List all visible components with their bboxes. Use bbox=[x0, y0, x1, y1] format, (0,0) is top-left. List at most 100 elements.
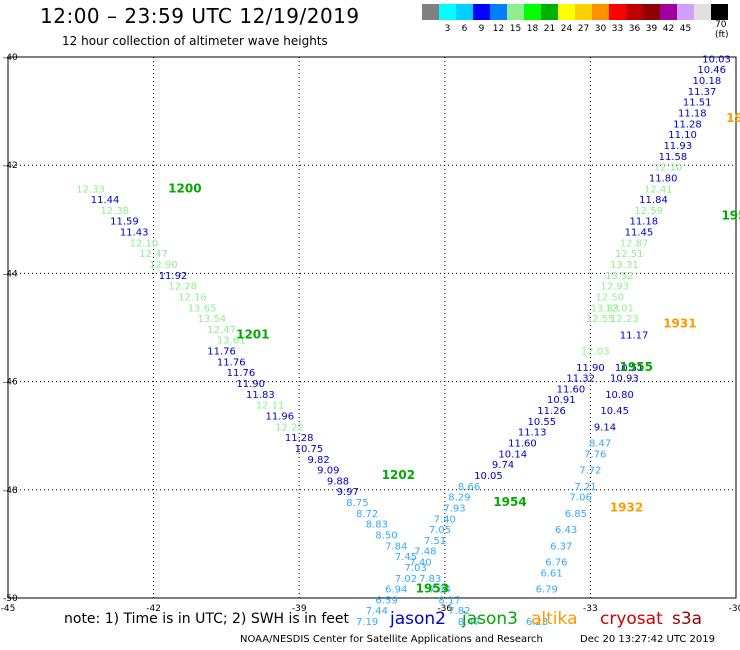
wave-height-label: 6.37 bbox=[550, 541, 572, 552]
pass-time-label: 1953 bbox=[416, 582, 449, 596]
wave-height-label: 10.03 bbox=[702, 54, 731, 65]
wave-height-label: 12.41 bbox=[644, 184, 673, 195]
color-scale-swatch bbox=[575, 4, 592, 20]
color-scale-swatch bbox=[422, 4, 439, 20]
pass-time-label: 1955 bbox=[620, 360, 653, 374]
longitude-tick-label: -39 bbox=[292, 604, 307, 614]
color-scale-swatch bbox=[507, 4, 524, 20]
wave-height-label: 11.45 bbox=[625, 228, 654, 239]
wave-height-label: 12.87 bbox=[620, 238, 649, 249]
wave-height-label: 6.94 bbox=[385, 585, 407, 596]
wave-height-label: 7.45 bbox=[395, 552, 417, 563]
wave-height-label: 6.43 bbox=[555, 525, 577, 536]
wave-height-label: 7.83 bbox=[419, 574, 441, 585]
wave-height-label: 7.48 bbox=[414, 547, 436, 558]
wave-height-label: 12.01 bbox=[605, 303, 634, 314]
wave-height-label: 10.14 bbox=[498, 449, 527, 460]
color-scale-label: 15 bbox=[509, 24, 522, 34]
color-scale-swatch bbox=[660, 4, 677, 20]
latitude-tick-label: -50 bbox=[3, 594, 18, 604]
wave-height-label: 10.75 bbox=[295, 444, 324, 455]
wave-height-label: 8.50 bbox=[375, 530, 397, 541]
wave-height-label: 8.72 bbox=[356, 509, 378, 520]
wave-height-label: 12.03 bbox=[581, 347, 610, 358]
satellite-legend-cryosat: cryosat bbox=[600, 609, 663, 629]
wave-height-label: 11.93 bbox=[663, 141, 692, 152]
wave-height-label: 13.61 bbox=[217, 336, 246, 347]
wave-height-label: 12.47 bbox=[207, 325, 236, 336]
wave-height-label: 11.18 bbox=[678, 109, 707, 120]
wave-height-label: 11.26 bbox=[537, 406, 566, 417]
wave-height-label: 11.90 bbox=[576, 363, 605, 374]
wave-height-label: 11.10 bbox=[668, 130, 697, 141]
wave-height-label: 11.59 bbox=[110, 217, 139, 228]
wave-height-label: 9.82 bbox=[307, 455, 329, 466]
wave-height-label: 11.60 bbox=[508, 439, 537, 450]
wave-height-label: 12.55 bbox=[586, 314, 615, 325]
wave-height-label: 12.59 bbox=[634, 206, 663, 217]
wave-height-label: 11.44 bbox=[91, 195, 120, 206]
satellite-legend-jason2: jason2 bbox=[390, 609, 446, 629]
wave-height-label: 11.83 bbox=[246, 390, 275, 401]
color-scale-swatch bbox=[490, 4, 507, 20]
wave-height-label: 7.03 bbox=[405, 563, 427, 574]
color-scale-swatch bbox=[711, 4, 728, 20]
longitude-tick-label: -45 bbox=[1, 604, 16, 614]
longitude-tick-label: -30 bbox=[729, 604, 740, 614]
wave-height-label: 8.83 bbox=[366, 520, 388, 531]
color-scale-swatch bbox=[609, 4, 626, 20]
wave-height-label: 7.02 bbox=[395, 574, 417, 585]
wave-height-label: 10.18 bbox=[693, 76, 722, 87]
color-scale-label: 45 bbox=[679, 24, 692, 34]
wave-height-label: 12.23 bbox=[610, 314, 639, 325]
wave-height-label: 6.76 bbox=[545, 558, 567, 569]
pass-time-label: 1932 bbox=[610, 500, 643, 514]
color-scale-swatch bbox=[626, 4, 643, 20]
wave-height-label: 8.66 bbox=[458, 482, 480, 493]
color-scale-swatch bbox=[558, 4, 575, 20]
wave-height-label: 7.44 bbox=[366, 606, 388, 617]
wave-height-label: 11.18 bbox=[629, 217, 658, 228]
wave-height-label: 11.76 bbox=[207, 347, 236, 358]
wave-height-label: 11.17 bbox=[620, 330, 649, 341]
wave-height-label: 7.72 bbox=[579, 466, 601, 477]
satellite-legend-jason3: jason3 bbox=[462, 609, 518, 629]
wave-height-label: 12.90 bbox=[149, 260, 178, 271]
color-scale-unit: 70 (ft) bbox=[715, 20, 729, 40]
wave-height-label: 12.10 bbox=[130, 238, 159, 249]
wave-height-label: 7.76 bbox=[584, 449, 606, 460]
color-scale-label: 18 bbox=[526, 24, 539, 34]
wave-height-label: 10.05 bbox=[474, 471, 503, 482]
wave-height-label: 11.37 bbox=[688, 87, 717, 98]
color-scale-swatch bbox=[643, 4, 660, 20]
page-subtitle: 12 hour collection of altimeter wave hei… bbox=[62, 34, 328, 48]
color-scale-label: 6 bbox=[461, 24, 468, 34]
color-scale-swatch bbox=[456, 4, 473, 20]
wave-height-label: 11.96 bbox=[265, 411, 294, 422]
wave-height-label: 10.45 bbox=[600, 406, 629, 417]
wave-height-label: 13.52 bbox=[605, 271, 634, 282]
wave-height-label: 12.22 bbox=[275, 422, 304, 433]
wave-height-label: 7.84 bbox=[385, 541, 407, 552]
wave-height-label: 6.61 bbox=[540, 568, 562, 579]
wave-height-label: 13.65 bbox=[188, 303, 217, 314]
wave-height-label: 7.40 bbox=[434, 514, 456, 525]
pass-time-label: 1200 bbox=[168, 181, 201, 195]
wave-height-label: 13.33 bbox=[591, 303, 620, 314]
wave-height-label: 8.17 bbox=[439, 595, 461, 606]
color-scale-label: 21 bbox=[543, 24, 556, 34]
wave-height-label: 11.58 bbox=[659, 152, 688, 163]
longitude-tick-label: -33 bbox=[583, 604, 598, 614]
pass-time-label: 1954 bbox=[493, 495, 526, 509]
wave-height-label: 7.21 bbox=[574, 482, 596, 493]
wave-height-label: 13.31 bbox=[610, 260, 639, 271]
wave-height-label: 12.93 bbox=[600, 282, 629, 293]
wave-height-label: 10.55 bbox=[528, 417, 557, 428]
wave-height-label: 11.13 bbox=[518, 428, 547, 439]
wave-height-label: 12.16 bbox=[178, 292, 207, 303]
wave-height-label: 10.93 bbox=[610, 374, 639, 385]
color-scale-swatch bbox=[524, 4, 541, 20]
pass-time-label: 1202 bbox=[382, 468, 415, 482]
wave-height-label: 11.51 bbox=[683, 98, 712, 109]
